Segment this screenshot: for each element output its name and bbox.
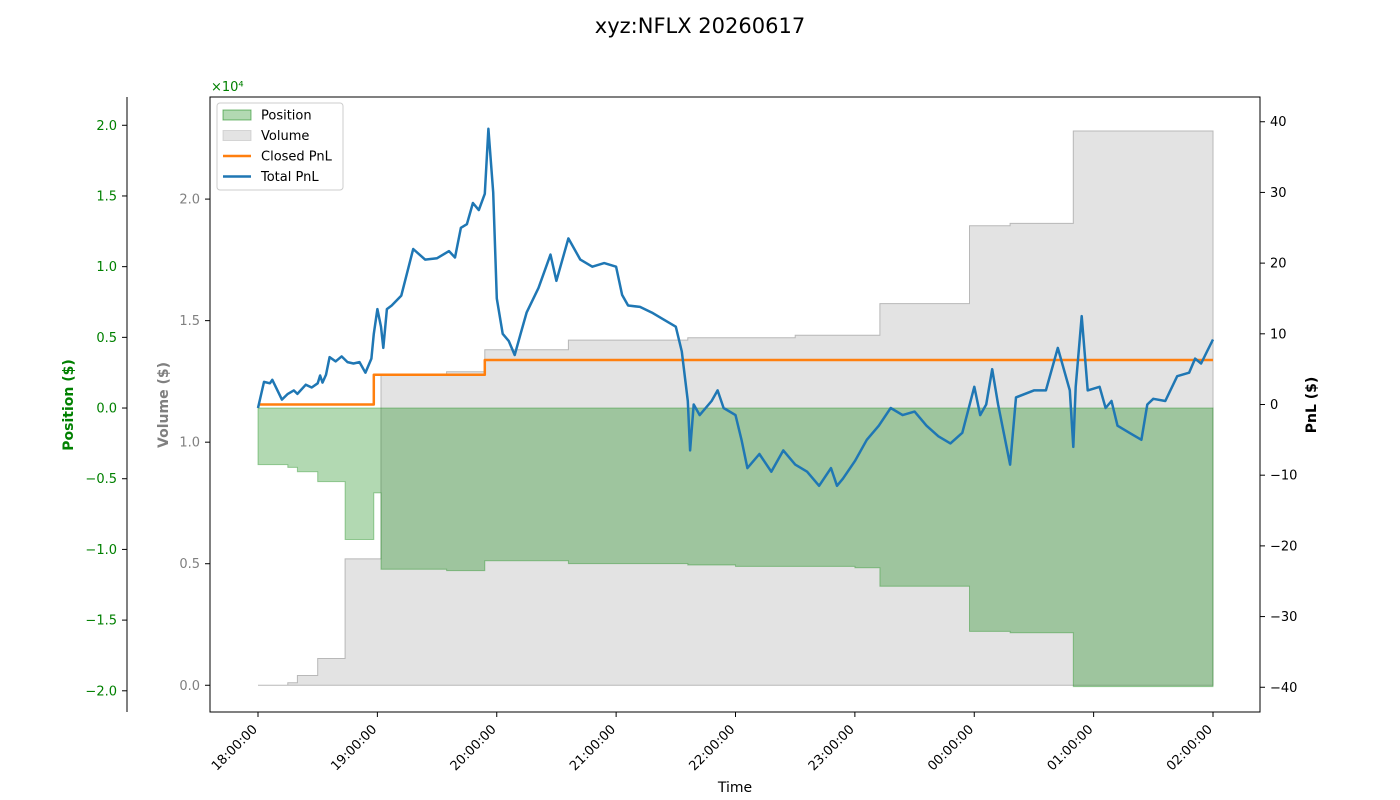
position-tick-label: 0.5 <box>96 331 117 346</box>
closed-pnl-line <box>258 358 1213 406</box>
position-tick-label: −2.0 <box>85 684 117 699</box>
total-pnl-line <box>256 127 1215 488</box>
pnl-tick-label: −40 <box>1270 681 1297 696</box>
position-axis-label: Position ($) <box>61 359 77 451</box>
pnl-tick-label: 40 <box>1270 115 1287 130</box>
position-tick-label: −0.5 <box>85 472 117 487</box>
pnl-tick-label: 30 <box>1270 186 1287 201</box>
pnl-line-layer <box>256 127 1215 488</box>
legend: Position Volume Closed PnL Total PnL <box>216 102 344 191</box>
pnl-tick-label: 10 <box>1270 327 1287 342</box>
volume-tick-label: 2.0 <box>179 193 200 208</box>
volume-tick-label: 0.5 <box>179 557 200 572</box>
position-scale-label: ×10⁴ <box>211 80 244 95</box>
pnl-tick-label: 0 <box>1270 398 1278 413</box>
volume-tick-label: 1.5 <box>179 314 200 329</box>
legend-label-total-pnl: Total PnL <box>260 170 319 185</box>
volume-tick-label: 1.0 <box>179 436 200 451</box>
position-tick-label: 2.0 <box>96 119 117 134</box>
position-tick-label: −1.5 <box>85 614 117 629</box>
position-tick-label: 1.5 <box>96 189 117 204</box>
legend-swatch-volume <box>222 130 252 141</box>
pnl-tick-label: −10 <box>1270 469 1297 484</box>
position-tick-label: 1.0 <box>96 260 117 275</box>
position-axis: −2.0 −1.5 −1.0 −0.5 0.0 0.5 1.0 1.5 2.0 <box>85 119 127 699</box>
legend-label-closed-pnl: Closed PnL <box>261 150 333 165</box>
volume-axis-label: Volume ($) <box>156 362 172 448</box>
position-area-layer <box>257 407 1214 688</box>
pnl-tick-label: 20 <box>1270 257 1287 272</box>
legend-swatch-position <box>222 109 252 121</box>
pnl-axis-label: PnL ($) <box>1304 377 1320 434</box>
legend-label-position: Position <box>261 109 312 124</box>
volume-tick-label: 0.0 <box>179 679 200 694</box>
legend-label-volume: Volume <box>261 129 309 144</box>
volume-area-layer <box>258 130 1214 686</box>
position-tick-label: 0.0 <box>96 402 117 417</box>
pnl-axis: −40 −30 −20 −10 0 10 20 30 40 <box>1260 115 1297 696</box>
position-tick-label: −1.0 <box>85 543 117 558</box>
volume-area <box>258 130 1214 686</box>
pnl-tick-label: −20 <box>1270 539 1297 554</box>
pnl-tick-label: −30 <box>1270 610 1297 625</box>
x-axis-label: Time <box>717 780 752 796</box>
chart-title: xyz:NFLX 20260617 <box>595 14 805 38</box>
position-area <box>257 407 1214 688</box>
legend-box <box>216 102 344 191</box>
volume-axis: 0.0 0.5 1.0 1.5 2.0 <box>179 193 210 694</box>
